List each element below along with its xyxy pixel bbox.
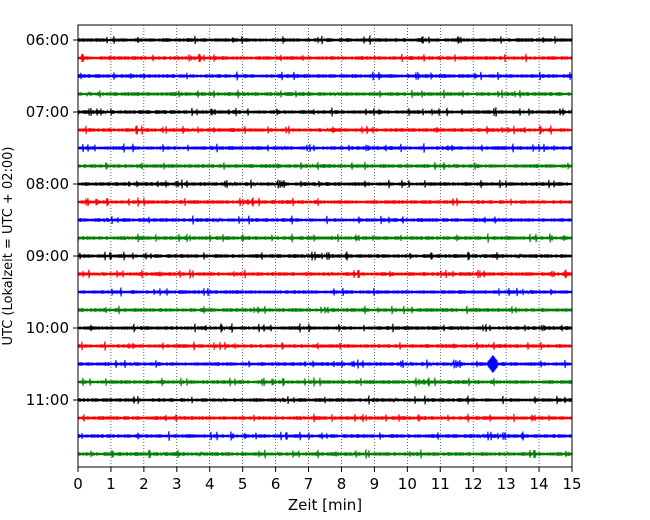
seismic-trace [77, 233, 573, 243]
x-tick-label: 7 [304, 475, 314, 493]
seismic-trace [77, 287, 573, 297]
seismic-trace [77, 215, 573, 225]
y-tick-label: 08:00 [26, 175, 69, 193]
y-tick-label: 07:00 [26, 103, 69, 121]
x-tick-label: 9 [370, 475, 380, 493]
seismic-trace [77, 377, 573, 387]
x-tick-label: 6 [271, 475, 281, 493]
seismic-trace [77, 355, 573, 373]
y-tick-label: 06:00 [26, 31, 69, 49]
seismic-trace [77, 197, 573, 207]
y-tick-label: 11:00 [26, 391, 69, 409]
seismic-trace [77, 269, 573, 279]
y-tick-label: 09:00 [26, 247, 69, 265]
seismic-trace [77, 161, 573, 171]
x-tick-label: 12 [464, 475, 483, 493]
seismic-trace [77, 323, 573, 333]
x-tick-label: 8 [337, 475, 347, 493]
x-tick-label: 3 [172, 475, 182, 493]
seismic-trace [77, 395, 573, 405]
x-tick-label: 4 [205, 475, 215, 493]
seismic-trace [77, 305, 573, 315]
seismic-trace [77, 89, 573, 99]
x-tick-label: 14 [530, 475, 549, 493]
axis-ticks: 0 1 2 3 4 5 6 7 8 9 10 11 12 13 14 1506:0007:0008:0009:… [26, 31, 582, 493]
x-tick-label: 1 [106, 475, 116, 493]
seismic-trace [77, 71, 573, 81]
seismic-trace [77, 53, 573, 63]
plot-frame [77, 24, 573, 468]
seismic-trace [77, 143, 573, 153]
seismogram-traces [77, 35, 573, 459]
seismic-trace [77, 35, 573, 45]
seismic-trace [77, 107, 573, 117]
x-tick-label: 13 [497, 475, 516, 493]
seismic-trace [77, 251, 573, 261]
seismic-trace [77, 449, 573, 459]
x-tick-label: 10 [398, 475, 417, 493]
y-axis-label: UTC (Lokalzeit = UTC + 02:00) [1, 147, 16, 346]
x-tick-label: 0 [73, 475, 83, 493]
y-tick-label: 10:00 [26, 319, 69, 337]
seismic-trace [77, 413, 573, 423]
x-tick-label: 2 [139, 475, 149, 493]
seismic-trace [77, 341, 573, 351]
seismic-trace [77, 431, 573, 441]
x-tick-label: 15 [562, 475, 581, 493]
x-tick-label: 11 [431, 475, 450, 493]
seismic-trace [77, 179, 573, 189]
x-axis-label: Zeit [min] [288, 496, 362, 514]
x-tick-label: 5 [238, 475, 248, 493]
seismic-trace [77, 125, 573, 135]
